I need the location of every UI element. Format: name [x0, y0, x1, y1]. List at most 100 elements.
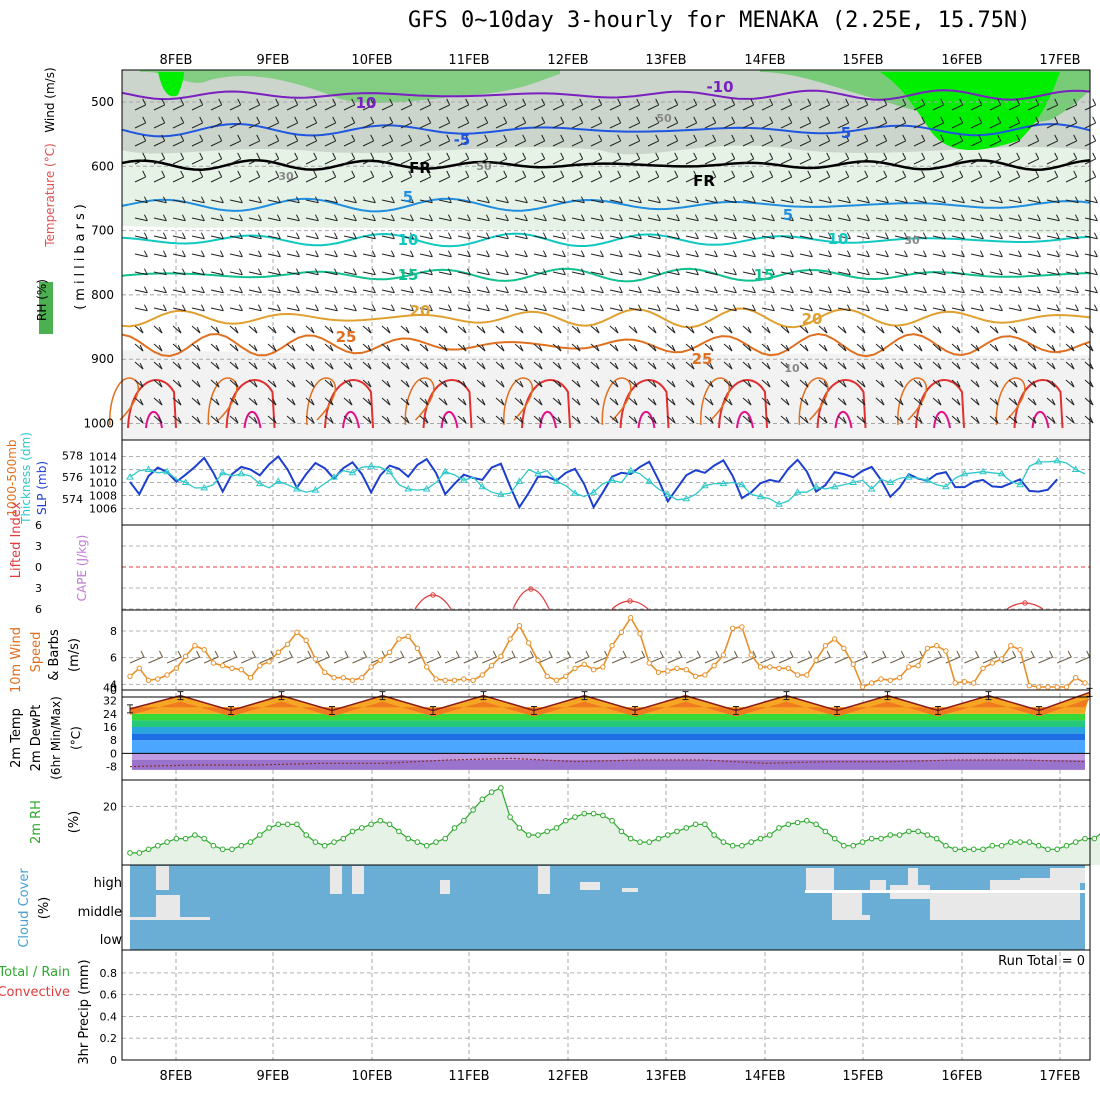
wind-barb: [210, 343, 220, 352]
rh-marker: [488, 789, 495, 795]
cloud-gap-line: [130, 917, 210, 920]
wind-barb: [381, 304, 395, 312]
cloud-gap: [156, 895, 180, 917]
wind-barb: [742, 325, 752, 334]
wind-barb: [495, 268, 509, 276]
rh-marker: [980, 846, 986, 853]
wind-barb: [362, 325, 372, 334]
wind-barb: [875, 134, 888, 147]
wind-tick-label: 6: [110, 652, 117, 665]
wind-barb: [1046, 268, 1060, 276]
isotherm-arc: [1031, 410, 1050, 429]
wind-barb: [666, 250, 680, 258]
wind-barb: [514, 232, 528, 240]
wind-barb: [723, 325, 733, 334]
wind-barb: [1008, 196, 1022, 204]
li-tick-label: 3: [35, 582, 42, 595]
wind-barb: [856, 415, 866, 424]
wind-barb: [362, 361, 372, 370]
wind-barb: [1084, 415, 1094, 424]
ylabel-wind-2: Speed: [29, 632, 44, 673]
wind-barb: [856, 250, 870, 258]
wind-barb: [742, 116, 755, 129]
wind-barb: [1046, 98, 1059, 111]
wind-barb: [343, 415, 353, 424]
wind-barb: [438, 196, 452, 204]
wind-barb: [248, 232, 262, 240]
contour-label: 25: [692, 350, 713, 368]
wind-barb: [267, 415, 277, 424]
wind-barb: [400, 379, 410, 388]
rh-marker: [321, 842, 328, 849]
wind-barb: [286, 379, 296, 388]
wind-barb: [1065, 116, 1078, 129]
wind-speed-marker: [322, 669, 328, 675]
rh-marker: [1091, 835, 1098, 842]
wind-barb: [951, 361, 961, 370]
wind-barb: [267, 343, 277, 352]
wind-barb: [913, 152, 926, 165]
wind-barb: [172, 116, 185, 129]
wind-barb: [438, 304, 452, 312]
temp-minmax-bar: [985, 691, 992, 701]
wind-barb: [723, 397, 733, 406]
wind-barb: [514, 325, 524, 334]
wind-barb: [552, 170, 565, 183]
wind-barb: [305, 304, 319, 312]
wind-barb: [1027, 250, 1041, 258]
wind-speed-marker: [303, 637, 309, 643]
wind-barb: [191, 304, 205, 312]
wind-barb: [495, 134, 508, 147]
wind-barb: [818, 196, 832, 204]
wind-barb: [1046, 196, 1060, 204]
wind-barb: [552, 361, 562, 370]
wind-barb: [1046, 415, 1056, 424]
wind-barb: [590, 397, 600, 406]
rh-marker: [396, 828, 402, 835]
wind-barb: [590, 304, 604, 312]
wind-barb: [609, 268, 623, 276]
wind-speed-marker: [136, 665, 143, 671]
wind-barb: [647, 379, 657, 388]
thickness-marker: [534, 469, 542, 477]
rh-marker: [210, 842, 217, 849]
wind-barb: [761, 325, 771, 334]
wind-barb: [343, 325, 353, 334]
rh-marker: [507, 814, 513, 820]
wind-barb: [229, 379, 239, 388]
date-label-top: 16FEB: [941, 53, 982, 68]
wind-barb: [400, 170, 413, 183]
wind-barb: [552, 134, 565, 147]
wind-barb: [134, 214, 148, 222]
cloud-cover-panel: [130, 865, 1090, 950]
contour-label: 50: [476, 160, 492, 173]
wind-barb: [324, 232, 338, 240]
wind-barb: [324, 250, 338, 258]
wind-barb: [609, 214, 623, 222]
wind-barb: [438, 214, 452, 222]
thickness-marker: [997, 469, 1006, 477]
wind-barb: [495, 152, 508, 165]
wind-barb: [856, 397, 866, 406]
thickness-marker: [126, 473, 134, 480]
wind-barb: [780, 196, 794, 204]
wind-barb: [362, 304, 376, 312]
thickness-marker: [756, 492, 765, 500]
wind-speed-marker: [1035, 684, 1042, 690]
wind-speed-marker: [943, 648, 949, 654]
date-label-bottom: 12FEB: [547, 1069, 588, 1084]
contour-label: 30: [278, 170, 294, 183]
slp-tick-label: 1014: [89, 451, 117, 464]
wind-barb: [837, 286, 851, 294]
wind-barb: [1008, 325, 1018, 334]
wind-barb: [381, 397, 391, 406]
wind-barb: [970, 170, 983, 183]
rh-marker: [590, 810, 597, 817]
wind-barb: [970, 343, 980, 352]
thickness-marker: [571, 489, 579, 496]
wind-barb: [362, 250, 376, 258]
cloud-gap: [990, 880, 1020, 920]
wind-barb: [932, 343, 942, 352]
cloud-bg: [130, 865, 1085, 950]
wind-barb: [571, 152, 584, 165]
